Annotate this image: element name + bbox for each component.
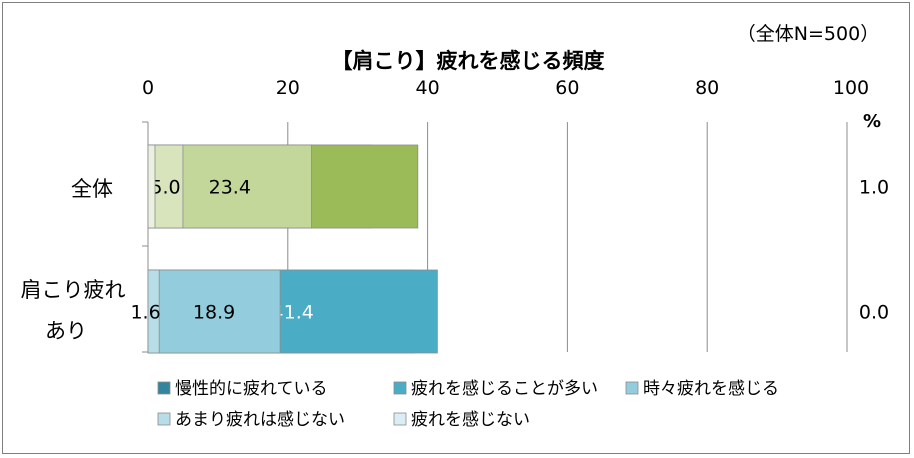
x-tick-label: 80: [695, 77, 719, 99]
bar-segment: [147, 269, 160, 354]
legend-label: 時々疲れを感じる: [643, 379, 779, 399]
category-label: 全体: [71, 177, 113, 201]
legend-swatch: [625, 381, 639, 395]
category-label: 肩こり疲れ: [21, 278, 126, 302]
legend-swatch: [393, 381, 407, 395]
legend-label: 疲れを感じることが多い: [411, 379, 598, 399]
bar-rows: 全体32.038.623.45.01.0肩こり疲れあり38.141.418.91…: [21, 144, 889, 354]
legend-label: 疲れを感じない: [411, 410, 530, 430]
legend-swatch: [393, 412, 407, 426]
data-label: 41.4: [272, 302, 314, 324]
legend-item: 慢性的に疲れている: [157, 378, 328, 399]
x-tick-label: 0: [142, 77, 154, 99]
legend-swatch: [157, 381, 171, 395]
legend-item: 時々疲れを感じる: [625, 379, 779, 399]
data-label: 0.0: [859, 302, 889, 324]
legend-item: あまり疲れは感じない: [157, 410, 345, 430]
x-tick-label: 20: [276, 77, 300, 99]
chart-title: 【肩こり】疲れを感じる頻度: [332, 49, 605, 73]
data-label: 18.9: [193, 302, 235, 324]
bar-row: 肩こり疲れあり38.141.418.91.60.0: [21, 269, 889, 354]
x-axis-ticks: 0 20 40 60 80 100: [142, 77, 869, 99]
bar-segment: [147, 269, 281, 354]
sample-note: （全体N=500）: [737, 23, 879, 45]
bar-segment: [147, 144, 156, 229]
bar-row: 全体32.038.623.45.01.0: [71, 144, 889, 229]
data-label: 1.0: [859, 177, 889, 199]
data-label: 23.4: [209, 177, 251, 199]
x-tick-label: 100: [833, 77, 869, 99]
data-label: 5.0: [150, 177, 180, 199]
legend-item: 疲れを感じることが多い: [393, 379, 598, 399]
unit-label: %: [863, 111, 881, 132]
legend-label: 慢性的に疲れている: [175, 378, 328, 399]
x-tick-label: 40: [416, 77, 440, 99]
legend-label: あまり疲れは感じない: [175, 410, 345, 430]
data-label: 1.6: [130, 302, 160, 324]
category-label: あり: [45, 319, 87, 343]
legend-swatch: [157, 412, 171, 426]
legend-item: 疲れを感じない: [393, 410, 530, 430]
x-tick-label: 60: [555, 77, 579, 99]
